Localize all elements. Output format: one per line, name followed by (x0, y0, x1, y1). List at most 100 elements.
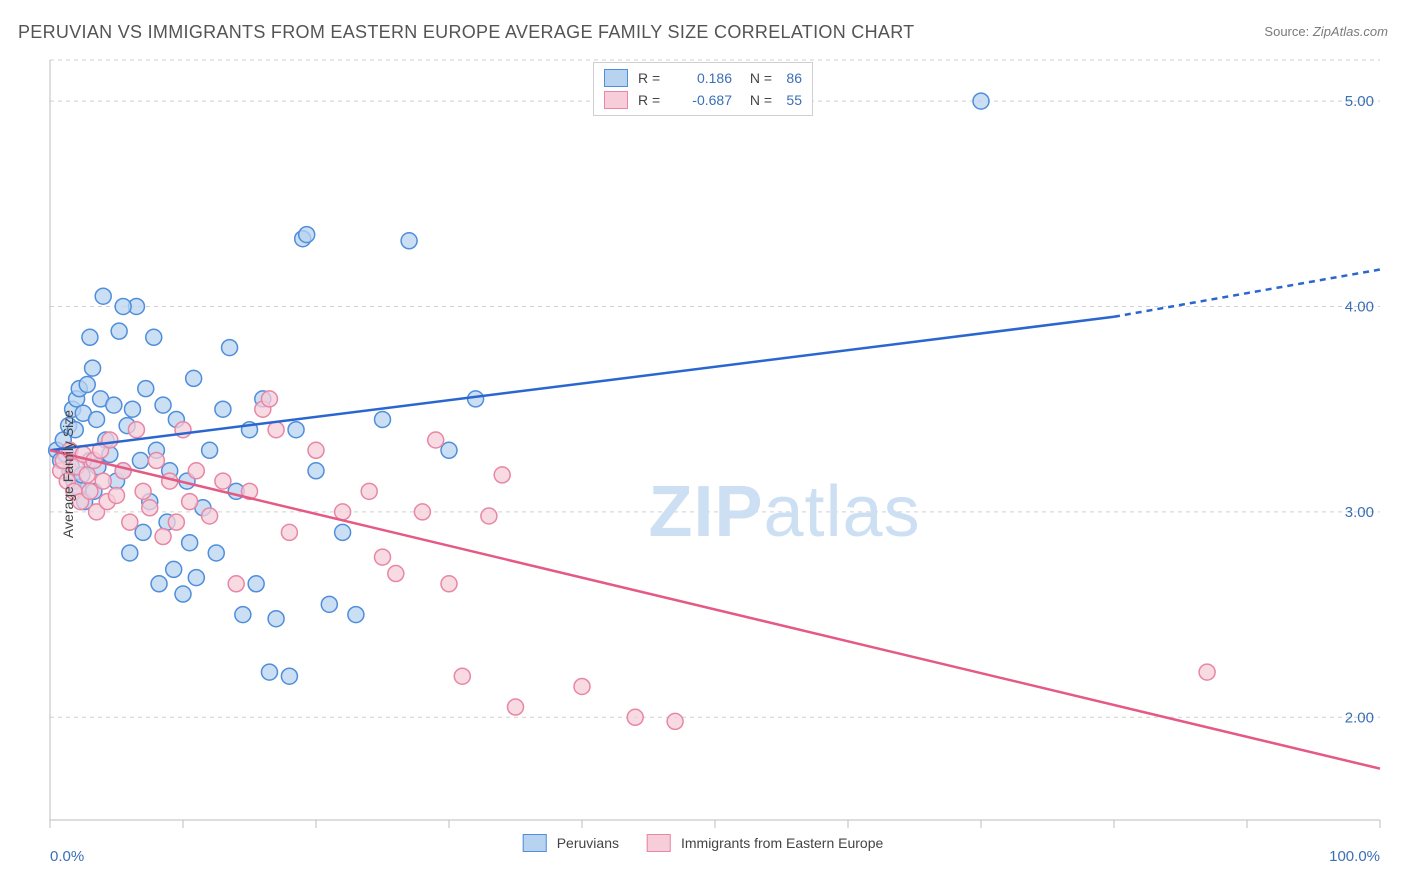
data-point (454, 668, 470, 684)
data-point (261, 664, 277, 680)
data-point (308, 442, 324, 458)
data-point (308, 463, 324, 479)
data-point (122, 545, 138, 561)
data-point (441, 576, 457, 592)
chart-title: PERUVIAN VS IMMIGRANTS FROM EASTERN EURO… (18, 22, 914, 42)
stat-r-value: 0.186 (672, 70, 732, 86)
chart-source: Source: ZipAtlas.com (1264, 24, 1388, 39)
data-point (115, 298, 131, 314)
data-point (973, 93, 989, 109)
data-point (627, 709, 643, 725)
data-point (135, 524, 151, 540)
data-point (151, 576, 167, 592)
legend-swatch (604, 91, 628, 109)
data-point (95, 473, 111, 489)
data-point (202, 442, 218, 458)
data-point (268, 611, 284, 627)
legend-swatch (523, 834, 547, 852)
data-point (1199, 664, 1215, 680)
data-point (494, 467, 510, 483)
scatter-chart: 2.003.004.005.00 (0, 55, 1406, 892)
source-label: Source: (1264, 24, 1309, 39)
data-point (135, 483, 151, 499)
data-point (388, 566, 404, 582)
data-point (222, 340, 238, 356)
legend-label: Immigrants from Eastern Europe (681, 835, 883, 851)
data-point (401, 233, 417, 249)
data-point (335, 504, 351, 520)
data-point (188, 570, 204, 586)
y-tick-label: 4.00 (1345, 298, 1374, 315)
data-point (228, 576, 244, 592)
data-point (79, 467, 95, 483)
data-point (146, 329, 162, 345)
data-point (89, 411, 105, 427)
data-point (375, 549, 391, 565)
data-point (175, 586, 191, 602)
data-point (208, 545, 224, 561)
data-point (102, 432, 118, 448)
chart-header: PERUVIAN VS IMMIGRANTS FROM EASTERN EURO… (18, 22, 1388, 50)
data-point (508, 699, 524, 715)
trend-line-extrapolated (1114, 270, 1380, 317)
stat-n-value: 55 (772, 92, 802, 108)
data-point (186, 370, 202, 386)
data-point (235, 607, 251, 623)
data-point (261, 391, 277, 407)
legend-label: Peruvians (557, 835, 619, 851)
stat-r-label: R = (638, 92, 672, 108)
data-point (155, 397, 171, 413)
y-tick-label: 3.00 (1345, 504, 1374, 521)
data-point (348, 607, 364, 623)
data-point (182, 535, 198, 551)
data-point (111, 323, 127, 339)
y-axis-label: Average Family Size (60, 409, 76, 537)
data-point (215, 401, 231, 417)
data-point (375, 411, 391, 427)
legend-swatch (647, 834, 671, 852)
data-point (281, 668, 297, 684)
data-point (106, 397, 122, 413)
data-point (268, 422, 284, 438)
data-point (215, 473, 231, 489)
data-point (468, 391, 484, 407)
stat-n-label: N = (732, 92, 772, 108)
data-point (124, 401, 140, 417)
x-axis-max-label: 100.0% (1329, 848, 1380, 865)
y-tick-label: 5.00 (1345, 93, 1374, 110)
x-axis-min-label: 0.0% (50, 848, 84, 865)
data-point (168, 514, 184, 530)
data-point (361, 483, 377, 499)
stat-n-label: N = (732, 70, 772, 86)
legend-stat-row: R =0.186N =86 (604, 67, 802, 89)
data-point (428, 432, 444, 448)
data-point (122, 514, 138, 530)
stat-r-value: -0.687 (672, 92, 732, 108)
data-point (441, 442, 457, 458)
data-point (414, 504, 430, 520)
data-point (335, 524, 351, 540)
data-point (132, 453, 148, 469)
stat-n-value: 86 (772, 70, 802, 86)
data-point (155, 529, 171, 545)
data-point (667, 713, 683, 729)
legend-stat-row: R =-0.687N =55 (604, 89, 802, 111)
data-point (574, 678, 590, 694)
data-point (128, 422, 144, 438)
data-point (288, 422, 304, 438)
chart-area: Average Family Size 2.003.004.005.00 R =… (0, 55, 1406, 892)
data-point (188, 463, 204, 479)
legend-item: Peruvians (523, 834, 619, 852)
source-value: ZipAtlas.com (1313, 24, 1388, 39)
data-point (82, 483, 98, 499)
data-point (109, 487, 125, 503)
data-point (166, 561, 182, 577)
correlation-legend: R =0.186N =86R =-0.687N =55 (593, 62, 813, 116)
data-point (138, 381, 154, 397)
data-point (202, 508, 218, 524)
data-point (85, 360, 101, 376)
stat-r-label: R = (638, 70, 672, 86)
data-point (481, 508, 497, 524)
data-point (79, 377, 95, 393)
data-point (142, 500, 158, 516)
